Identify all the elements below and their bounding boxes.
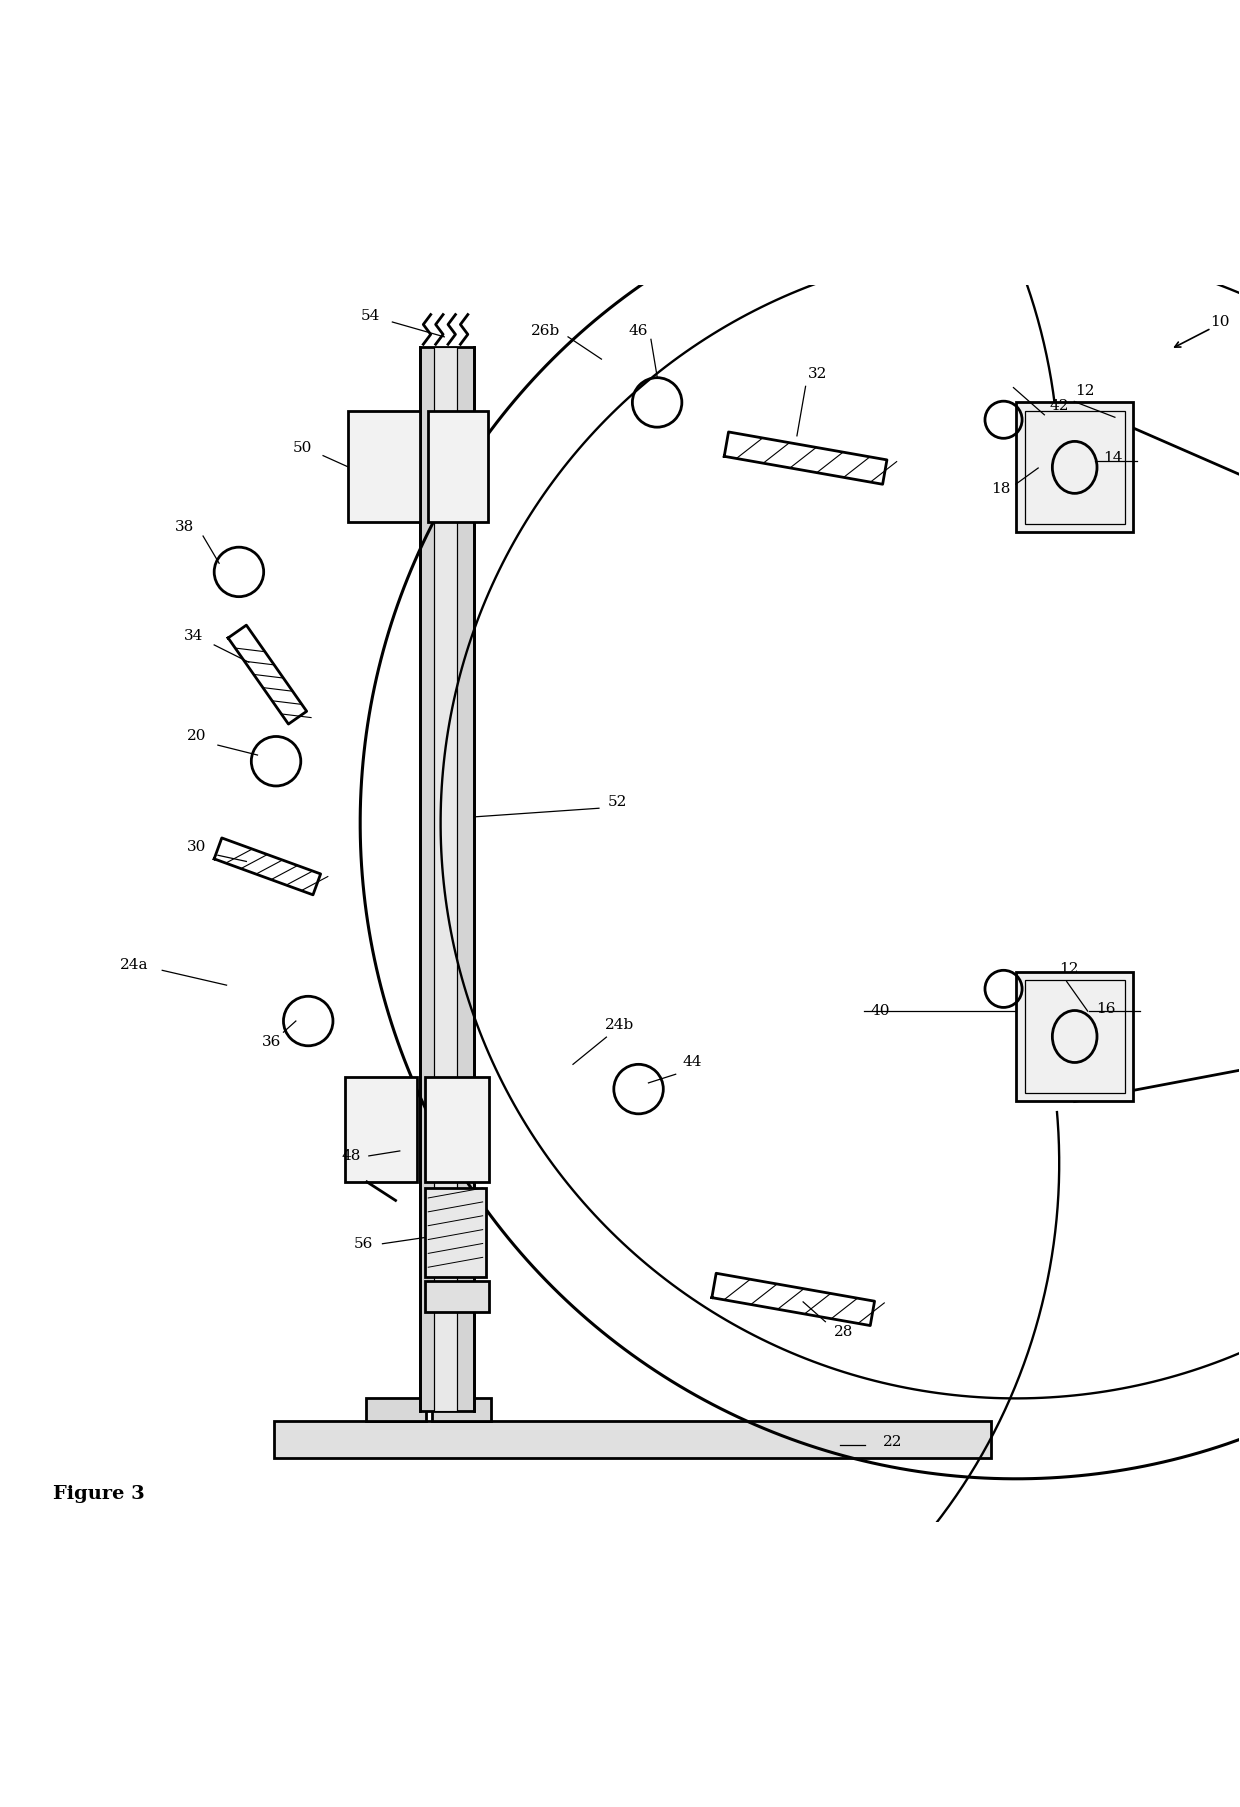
Text: 12: 12	[1059, 961, 1079, 976]
Text: 16: 16	[1096, 1001, 1116, 1016]
Text: 24a: 24a	[119, 958, 148, 972]
Text: 26b: 26b	[531, 323, 560, 338]
Text: Figure 3: Figure 3	[53, 1485, 145, 1503]
Text: 10: 10	[1210, 314, 1230, 329]
Text: 42: 42	[1049, 399, 1069, 414]
Text: 38: 38	[175, 520, 195, 535]
Bar	[274, 1420, 991, 1458]
Text: 30: 30	[187, 840, 207, 853]
Text: 34: 34	[184, 629, 203, 643]
Bar	[424, 1281, 489, 1312]
Text: 46: 46	[629, 323, 649, 338]
Text: 22: 22	[883, 1435, 901, 1449]
Bar	[1016, 972, 1133, 1102]
Bar	[1024, 410, 1125, 524]
Text: 18: 18	[991, 482, 1011, 497]
Bar	[1024, 979, 1125, 1093]
Text: 52: 52	[608, 795, 627, 810]
Text: 14: 14	[1102, 452, 1122, 464]
Text: 40: 40	[870, 1005, 889, 1017]
Bar	[424, 1077, 489, 1182]
Bar	[424, 1187, 486, 1278]
Text: 32: 32	[808, 367, 827, 381]
Text: 56: 56	[355, 1236, 373, 1250]
Bar	[432, 1399, 491, 1420]
Bar	[1016, 403, 1133, 533]
Text: 44: 44	[682, 1055, 702, 1070]
Text: 24b: 24b	[605, 1017, 635, 1032]
Bar	[419, 347, 474, 1411]
Text: 54: 54	[361, 309, 379, 323]
Text: 36: 36	[262, 1035, 280, 1050]
Text: 20: 20	[187, 730, 207, 743]
Bar	[428, 410, 487, 522]
Bar	[366, 1399, 425, 1420]
Bar	[345, 1077, 417, 1182]
Bar	[347, 410, 419, 522]
Text: 12: 12	[1075, 385, 1095, 398]
Text: 28: 28	[835, 1325, 853, 1339]
Text: 48: 48	[342, 1149, 361, 1164]
Bar	[434, 347, 456, 1411]
Text: 50: 50	[293, 441, 311, 455]
